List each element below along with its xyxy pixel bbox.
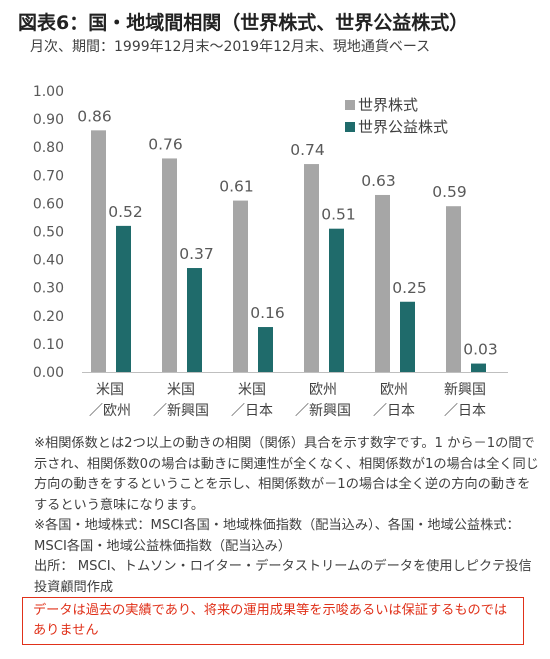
y-tick-label: 0.10 xyxy=(33,337,64,353)
bar-world-equity xyxy=(446,206,461,372)
y-tick-label: 0.70 xyxy=(33,168,64,184)
bar-world-utilities xyxy=(187,268,202,372)
y-tick-label: 0.20 xyxy=(33,309,64,325)
x-tick-label: ／日本 xyxy=(373,403,415,419)
x-tick-label: 欧州 xyxy=(309,382,337,398)
x-tick-label: ／新興国 xyxy=(153,403,209,419)
data-label: 0.76 xyxy=(148,135,183,153)
bar-world-equity xyxy=(162,158,177,372)
bar-world-equity xyxy=(304,164,319,372)
bar-world-equity xyxy=(375,194,390,372)
note-indices: ※各国・地域株式：MSCI各国・地域株価指数（配当込み）、各国・地域公益株式：M… xyxy=(34,518,520,554)
x-tick-label: ／日本 xyxy=(231,403,273,419)
x-tick-label: 欧州 xyxy=(380,382,408,398)
bar-world-utilities xyxy=(329,228,344,372)
disclaimer-box: データは過去の実績であり、将来の運用成果等を示唆あるいは保証するものではありませ… xyxy=(22,597,524,645)
data-label: 0.59 xyxy=(432,183,467,201)
note-source: 出所： MSCI、トムソン・ロイター・データストリームのデータを使用しピクテ投信… xyxy=(34,559,532,595)
footnotes: ※相関係数とは2つ以上の動きの相関（関係）具合を示す数字です。1 から－1の間で… xyxy=(34,434,540,598)
bar-world-utilities xyxy=(471,363,486,372)
data-label: 0.51 xyxy=(321,206,356,224)
y-tick-label: 0.50 xyxy=(33,225,64,241)
data-label: 0.61 xyxy=(219,178,254,196)
chart-subtitle: 月次、期間：1999年12月末～2019年12月末、現地通貨ベース xyxy=(30,39,431,55)
data-label: 0.16 xyxy=(250,304,285,322)
x-tick-label: 米国 xyxy=(167,382,195,398)
x-tick-label: ／新興国 xyxy=(295,403,351,419)
y-tick-label: 0.00 xyxy=(33,365,64,381)
bar-world-utilities xyxy=(400,301,415,372)
y-tick-label: 0.40 xyxy=(33,253,64,269)
bar-world-utilities xyxy=(116,225,131,372)
bar-world-equity xyxy=(91,130,106,372)
x-tick-label: ／欧州 xyxy=(89,403,131,419)
data-label: 0.52 xyxy=(108,203,143,221)
x-tick-label: 米国 xyxy=(238,382,266,398)
y-tick-label: 1.00 xyxy=(33,84,64,100)
note-correlation: ※相関係数とは2つ以上の動きの相関（関係）具合を示す数字です。1 から－1の間で… xyxy=(34,436,539,513)
data-label: 0.03 xyxy=(463,341,498,359)
bar-world-equity xyxy=(233,200,248,372)
legend-label: 世界株式 xyxy=(358,96,418,114)
data-label: 0.25 xyxy=(392,279,427,297)
y-tick-label: 0.60 xyxy=(33,196,64,212)
data-label: 0.74 xyxy=(290,141,325,159)
x-tick-label: 米国 xyxy=(96,382,124,398)
legend-label: 世界公益株式 xyxy=(358,118,448,136)
y-tick-label: 0.90 xyxy=(33,112,64,128)
bar-chart: 0.00 0.10 0.20 0.30 0.40 0.50 0.60 0.70 0.80 0.90… xyxy=(33,84,508,419)
chart-title: 図表6：国・地域間相関（世界株式、世界公益株式） xyxy=(18,12,469,34)
x-tick-label: 新興国 xyxy=(444,382,486,398)
y-tick-label: 0.80 xyxy=(33,140,64,156)
x-tick-label: ／日本 xyxy=(444,403,486,419)
legend-swatch xyxy=(345,122,355,132)
data-label: 0.63 xyxy=(361,172,396,190)
legend-swatch xyxy=(345,100,355,110)
y-tick-label: 0.30 xyxy=(33,281,64,297)
data-label: 0.37 xyxy=(179,245,214,263)
data-label: 0.86 xyxy=(77,107,112,125)
bar-world-utilities xyxy=(258,327,273,372)
